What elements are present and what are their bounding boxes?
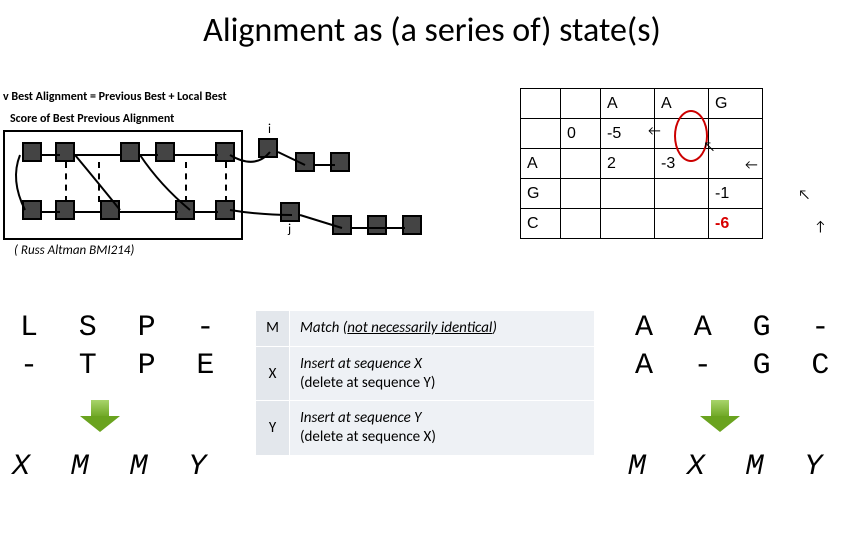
diagram-label-1: v Best Alignment = Previous Best + Local… xyxy=(3,90,227,104)
legend-key: M xyxy=(256,311,290,347)
align-row: - T P E xyxy=(20,348,226,386)
states-right: M X M Y xyxy=(628,450,834,484)
align-row: A A G - xyxy=(635,310,841,348)
cell: -1 xyxy=(709,179,763,209)
alignment-right: A A G - A - G C xyxy=(635,310,841,385)
alignment-diagram: v Best Alignment = Previous Best + Local… xyxy=(0,80,430,260)
legend-desc: Match (not necessarily identical) xyxy=(290,311,595,347)
dp-arrow: ↑ xyxy=(814,218,827,235)
legend-key: X xyxy=(256,346,290,401)
arrow-down-icon xyxy=(700,400,740,430)
cell-final: -6 xyxy=(709,209,763,239)
row-header: C xyxy=(521,209,561,239)
cell: 0 xyxy=(561,119,601,149)
diagram-credit: ( Russ Altman BMI214) xyxy=(14,243,134,258)
dp-arrow: ↖ xyxy=(703,138,715,155)
legend-key: Y xyxy=(256,401,290,456)
alignment-left: L S P - - T P E xyxy=(20,310,226,385)
cell: -5 xyxy=(601,119,655,149)
cell: 2 xyxy=(601,149,655,179)
top-row: v Best Alignment = Previous Best + Local… xyxy=(0,80,864,270)
align-row: L S P - xyxy=(20,310,226,348)
diagram-label-2: Score of Best Previous Alignment xyxy=(10,112,174,126)
edges-svg xyxy=(0,130,420,240)
arrow-down-icon xyxy=(80,400,120,430)
slide-title: Alignment as (a series of) state(s) xyxy=(0,0,864,51)
col-header: A xyxy=(601,89,655,119)
row-header: A xyxy=(521,149,561,179)
dp-arrow: ← xyxy=(745,156,758,173)
states-left: X M M Y xyxy=(12,450,218,484)
dp-matrix: A A G 0 -5 A 2 -3 G -1 C -6 xyxy=(520,88,763,239)
state-legend: M Match (not necessarily identical) X In… xyxy=(255,310,595,456)
row-header: G xyxy=(521,179,561,209)
legend-desc: Insert at sequence X (delete at sequence… xyxy=(290,346,595,401)
align-row: A - G C xyxy=(635,348,841,386)
col-header: G xyxy=(709,89,763,119)
dp-arrow: ↖ xyxy=(798,186,810,203)
dp-arrow: ← xyxy=(648,122,661,139)
legend-desc: Insert at sequence Y (delete at sequence… xyxy=(290,401,595,456)
bottom-row: L S P - - T P E X M M Y M Match (not nec… xyxy=(0,300,864,520)
